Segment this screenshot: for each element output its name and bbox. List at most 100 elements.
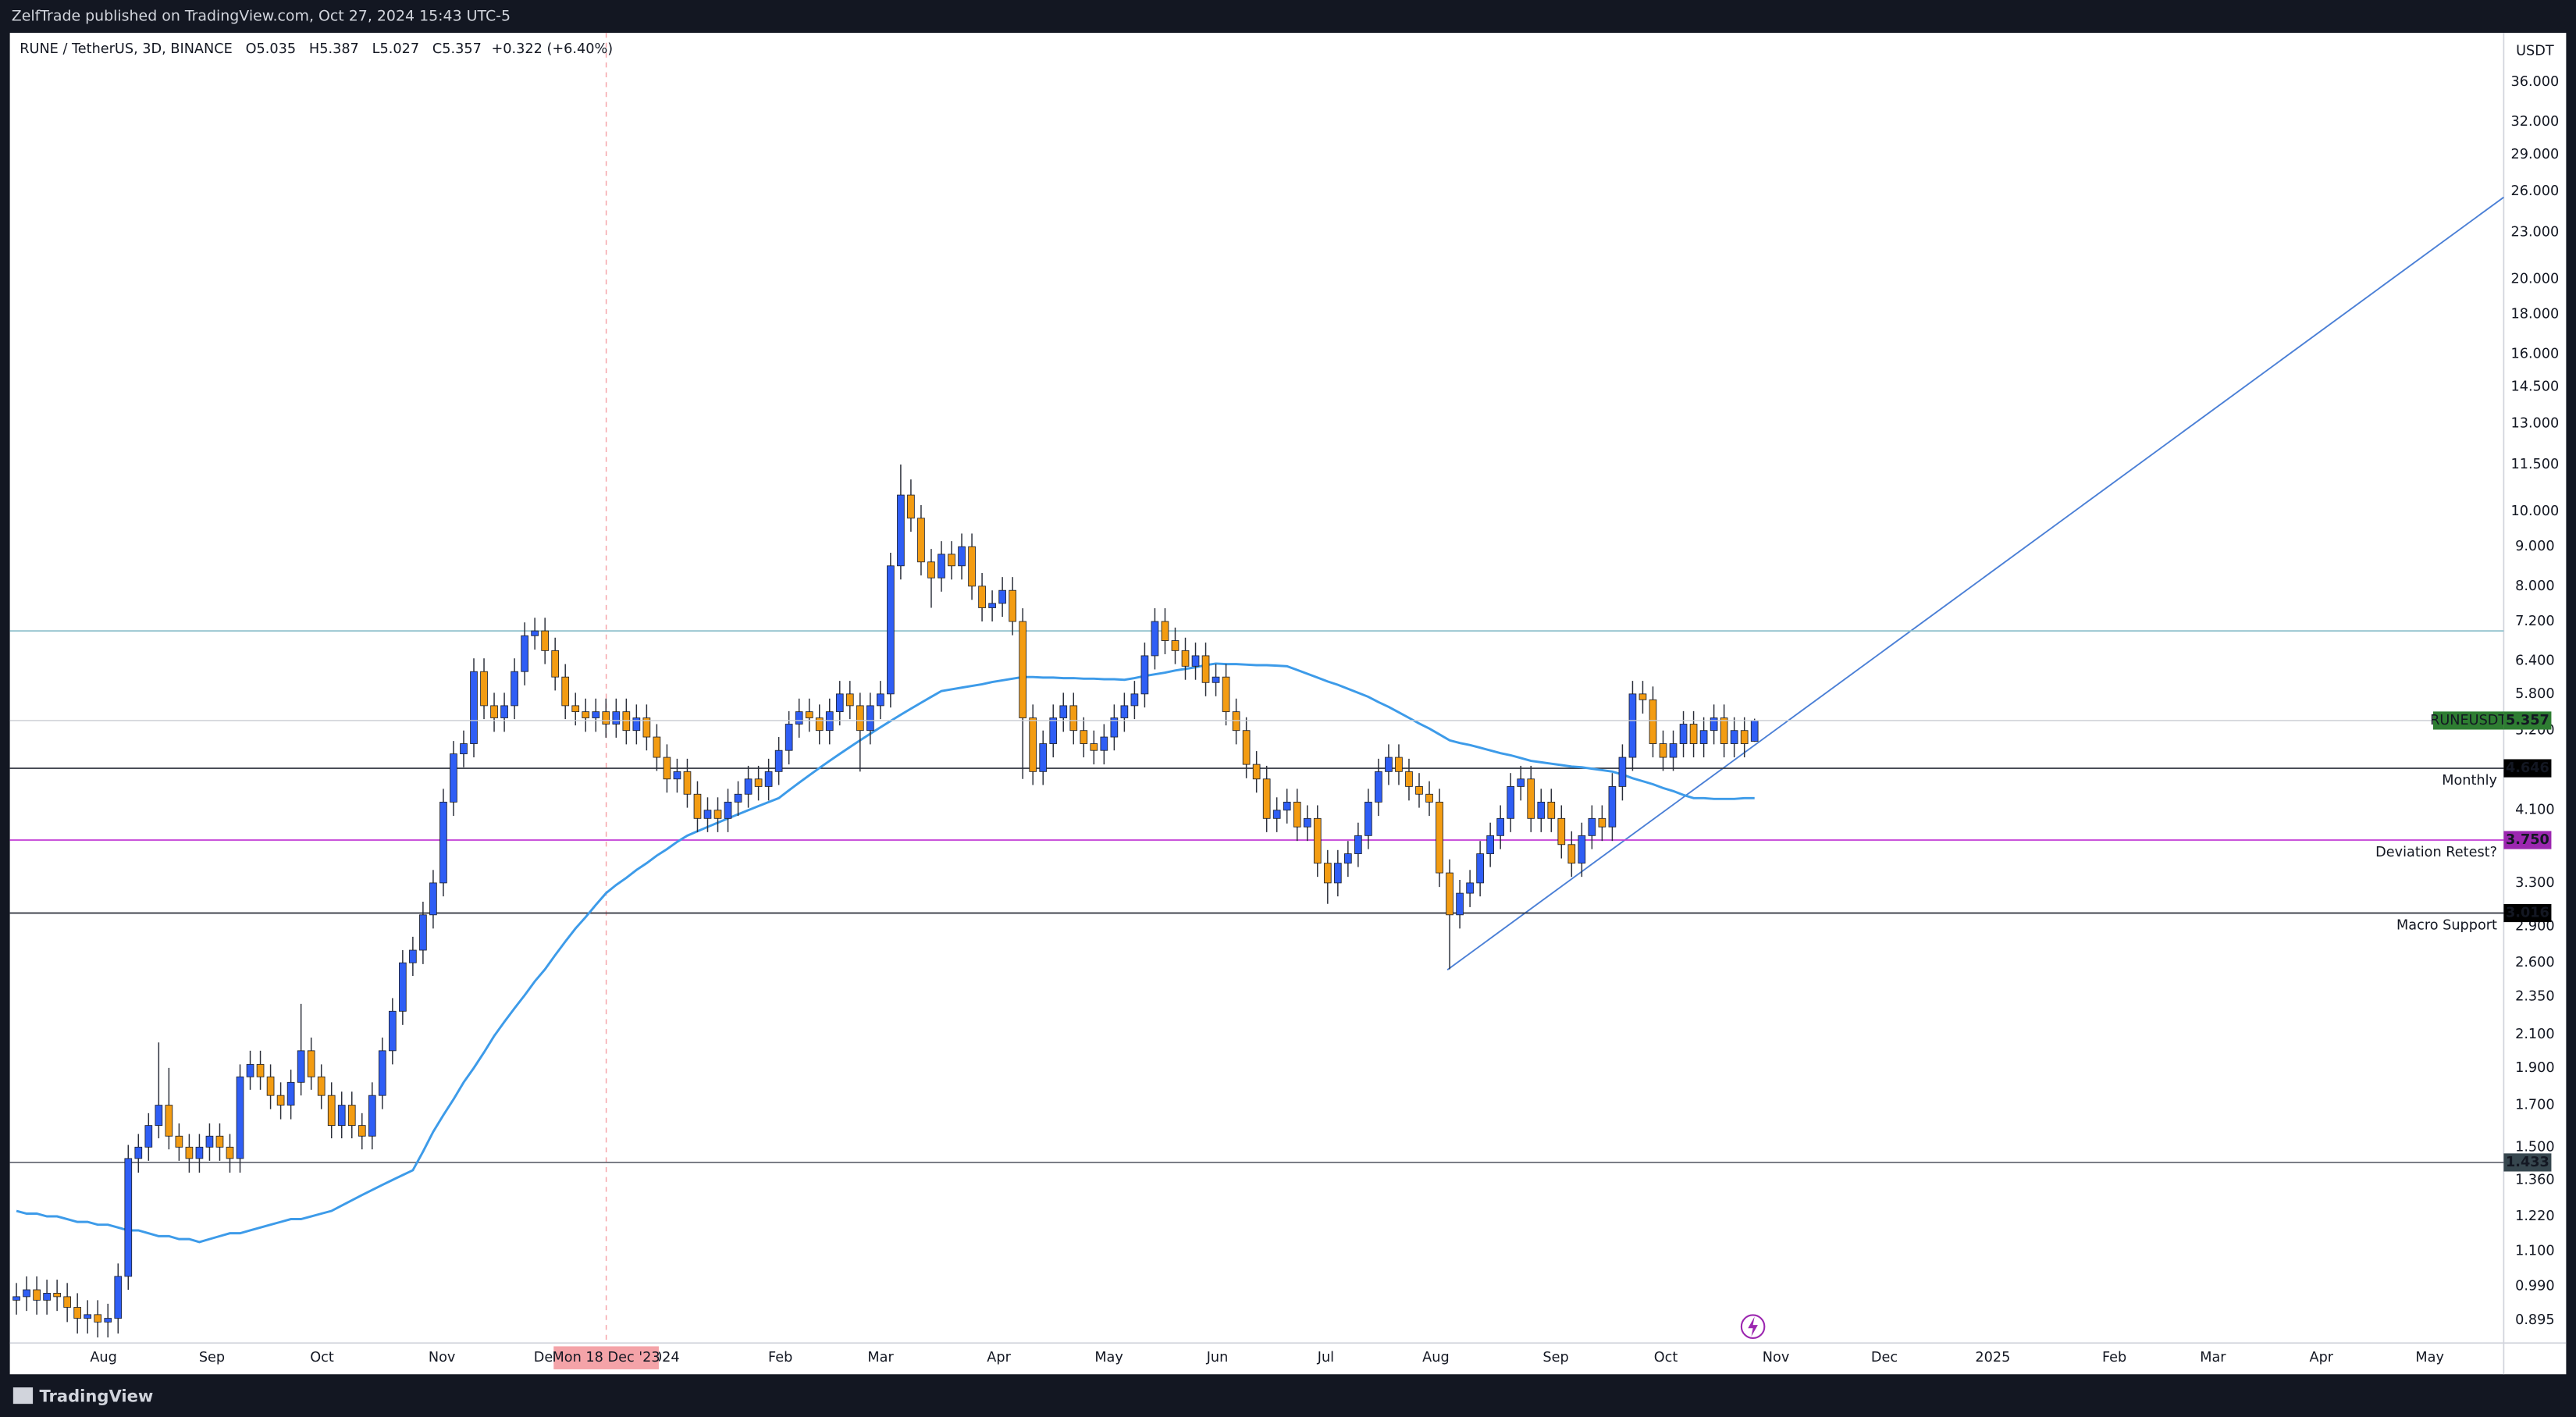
candle-body — [1242, 730, 1251, 765]
x-tick-label: Apr — [2310, 1350, 2334, 1365]
candle-body — [511, 671, 518, 707]
candle-body — [266, 1076, 275, 1096]
y-tick-label: 1.220 — [2515, 1209, 2555, 1224]
y-tick-label: 26.000 — [2510, 183, 2559, 199]
candle-body — [114, 1276, 123, 1319]
candle-body — [23, 1289, 30, 1298]
candle-body — [1283, 801, 1291, 811]
candle-body — [439, 801, 447, 884]
candle-body — [1080, 730, 1088, 744]
candle-body — [1333, 863, 1342, 884]
candle-body — [825, 711, 834, 732]
candle-body — [450, 753, 457, 803]
candle-body — [612, 711, 621, 725]
legend-prefix: L — [372, 41, 380, 57]
candle-body — [276, 1095, 285, 1106]
candle-body — [215, 1135, 224, 1148]
candle-body — [155, 1105, 163, 1127]
axis-unit: USDT — [2516, 43, 2554, 59]
candle-body — [663, 757, 671, 780]
y-tick-label: 0.990 — [2515, 1279, 2555, 1294]
candle-body — [226, 1146, 234, 1159]
level-tag — [2503, 903, 2552, 923]
candle-body — [1527, 778, 1535, 819]
trendline — [1446, 196, 2504, 971]
alert-icon[interactable] — [1740, 1314, 1766, 1339]
candle-body — [1507, 785, 1515, 819]
candle-body — [378, 1050, 386, 1096]
candle-body — [1059, 705, 1068, 718]
x-tick-label: Oct — [310, 1350, 334, 1365]
x-tick-label: Jun — [1206, 1350, 1229, 1365]
header-text: ZelfTrade published on TradingView.com, … — [12, 8, 511, 25]
candle-body — [602, 711, 610, 725]
x-tick-label: Mar — [867, 1350, 894, 1365]
candle-body — [490, 705, 498, 718]
symbol-tag-bg — [2432, 711, 2504, 730]
level-tag — [2503, 1153, 2552, 1172]
candle-body — [1151, 621, 1159, 657]
candle-body — [1323, 863, 1332, 884]
candle-body — [368, 1095, 376, 1137]
candle-body — [1689, 724, 1698, 744]
candle-body — [1496, 817, 1505, 836]
candle-body — [958, 546, 966, 567]
candle-body — [917, 518, 925, 563]
candle-body — [1262, 778, 1271, 819]
y-tick-label: 1.100 — [2515, 1243, 2555, 1259]
x-tick-label: Nov — [1763, 1350, 1789, 1365]
x-tick-label: Sep — [199, 1350, 225, 1365]
y-tick-label: 2.900 — [2515, 918, 2555, 934]
moving-average — [16, 662, 1755, 1244]
candle-body — [703, 810, 712, 819]
candle-body — [866, 705, 874, 732]
candle-body — [1710, 717, 1718, 732]
candle-body — [1313, 817, 1322, 864]
candle-body — [1039, 743, 1048, 772]
candle-body — [1578, 835, 1586, 864]
candle-body — [1618, 757, 1627, 787]
candle-body — [429, 882, 437, 916]
candle-body — [327, 1095, 336, 1127]
y-tick-label: 1.360 — [2515, 1172, 2555, 1187]
x-tick-label: Mar — [2200, 1350, 2226, 1365]
candle-body — [744, 778, 753, 795]
brand: TradingView — [40, 1387, 154, 1406]
candle-body — [1669, 743, 1678, 758]
candle-body — [124, 1158, 133, 1277]
candle-body — [1547, 801, 1556, 819]
candle-body — [561, 676, 570, 707]
candle-body — [1029, 717, 1037, 772]
candle-body — [734, 793, 742, 803]
candle-body — [541, 630, 549, 651]
candle-body — [1740, 730, 1749, 744]
y-tick-label: 13.000 — [2510, 415, 2559, 431]
candle-body — [460, 743, 468, 755]
candle-body — [104, 1318, 112, 1323]
y-tick-label: 10.000 — [2510, 504, 2559, 519]
candle-body — [1395, 757, 1403, 772]
x-tick-label: Feb — [2102, 1350, 2126, 1365]
candle-body — [1120, 705, 1129, 718]
candle-body — [94, 1314, 102, 1323]
candle-body — [877, 693, 884, 707]
y-tick-label: 32.000 — [2510, 114, 2559, 130]
candle-body — [1415, 785, 1423, 795]
y-tick-label: 6.400 — [2515, 653, 2555, 669]
legend-value: 5.387 — [319, 41, 359, 57]
level-text: Macro Support — [2396, 917, 2497, 933]
candle-body — [978, 586, 986, 608]
candle-body — [968, 546, 976, 587]
candle-body — [713, 810, 722, 819]
y-tick-label: 14.500 — [2510, 379, 2559, 395]
candle-body — [521, 635, 528, 672]
y-tick-label: 16.000 — [2510, 346, 2559, 361]
candle-body — [683, 771, 692, 795]
candle-body — [1222, 676, 1230, 713]
candle-body — [185, 1146, 194, 1159]
candle-body — [1201, 655, 1210, 683]
candle-body — [1181, 650, 1190, 667]
candle-body — [43, 1293, 51, 1301]
level-price: 3.016 — [2506, 906, 2549, 921]
